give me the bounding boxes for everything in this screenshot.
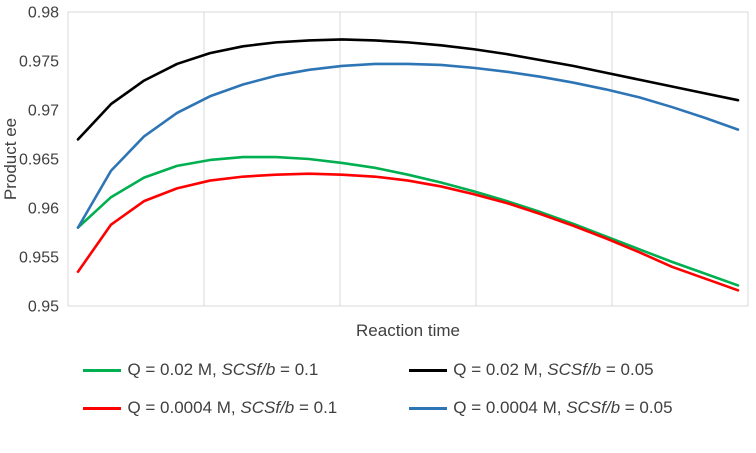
legend-text: Q = 0.02 M, (127, 360, 222, 379)
legend-text: = 0.1 (294, 398, 338, 417)
y-axis-title: Product ee (1, 118, 20, 200)
legend-line-sample-black (409, 368, 448, 372)
legend-label: Q = 0.02 M, SCSf/b = 0.1 (127, 360, 318, 380)
y-tick-label: 0.98 (28, 5, 59, 22)
y-tick-label: 0.96 (28, 201, 59, 218)
series-line (76, 155, 740, 287)
y-tick-label: 0.95 (28, 299, 59, 316)
series-line (76, 62, 740, 229)
plot-border (67, 11, 749, 307)
legend-item: Q = 0.0004 M, SCSf/b = 0.05 (409, 398, 673, 418)
legend-text: Q = 0.02 M, (453, 360, 548, 379)
legend-item: Q = 0.0004 M, SCSf/b = 0.1 (83, 398, 337, 418)
legend-line-sample-green (83, 368, 122, 372)
plot-area: 0.95 0.955 0.96 0.965 0.97 0.975 0.98 Product … (1, 5, 749, 340)
legend-text: = 0.1 (275, 360, 319, 379)
x-axis-title: Reaction time (356, 321, 460, 340)
y-tick-label: 0.975 (19, 54, 59, 71)
legend-item: Q = 0.02 M, SCSf/b = 0.1 (83, 360, 337, 380)
legend-text-italic: SCSf/b (240, 398, 295, 417)
legend-line-sample-red (83, 406, 122, 410)
y-tick-label: 0.965 (19, 152, 59, 169)
y-tick-label: 0.97 (28, 103, 59, 120)
legend-text: Q = 0.0004 M, (127, 398, 241, 417)
legend-text: = 0.05 (601, 360, 654, 379)
legend-item: Q = 0.02 M, SCSf/b = 0.05 (409, 360, 672, 380)
series-line (76, 38, 740, 141)
legend-line-sample-blue (409, 406, 448, 410)
series-line (76, 172, 740, 292)
legend: Q = 0.02 M, SCSf/b = 0.1 Q = 0.02 M, SCS… (0, 360, 756, 418)
legend-label: Q = 0.02 M, SCSf/b = 0.05 (453, 360, 653, 380)
legend-text: = 0.05 (620, 398, 673, 417)
legend-label: Q = 0.0004 M, SCSf/b = 0.1 (127, 398, 337, 418)
legend-label: Q = 0.0004 M, SCSf/b = 0.05 (453, 398, 672, 418)
legend-text-italic: SCSf/b (221, 360, 276, 379)
y-tick-label: 0.955 (19, 250, 59, 267)
legend-text-italic: SCSf/b (566, 398, 621, 417)
legend-text: Q = 0.0004 M, (453, 398, 567, 417)
legend-text-italic: SCSf/b (547, 360, 602, 379)
